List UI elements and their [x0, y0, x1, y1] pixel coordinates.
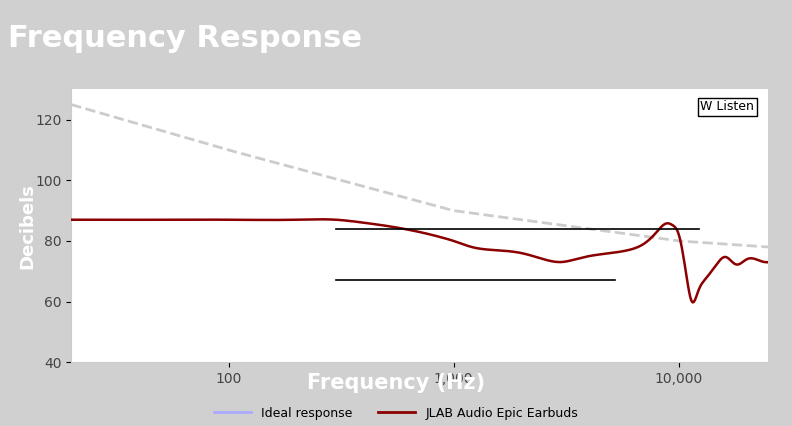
Text: Frequency (Hz): Frequency (Hz) — [307, 374, 485, 393]
Legend: Ideal response, JLAB Audio Epic Earbuds: Ideal response, JLAB Audio Epic Earbuds — [209, 402, 583, 425]
Text: Frequency Response: Frequency Response — [8, 24, 362, 53]
Text: Decibels: Decibels — [19, 183, 36, 269]
Text: W Listen: W Listen — [700, 101, 754, 113]
